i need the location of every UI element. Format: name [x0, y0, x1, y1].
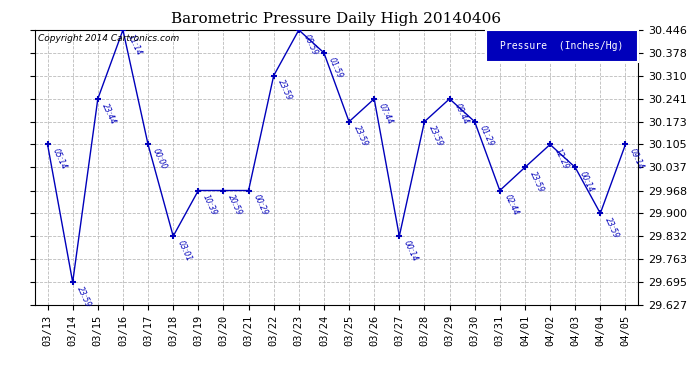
Text: 01:59: 01:59 — [327, 56, 344, 80]
Text: Pressure  (Inches/Hg): Pressure (Inches/Hg) — [500, 41, 624, 51]
Text: 00:00: 00:00 — [151, 147, 168, 171]
Text: Copyright 2014 Cartronics.com: Copyright 2014 Cartronics.com — [39, 34, 179, 43]
Text: 00:14: 00:14 — [578, 170, 595, 194]
Text: 23:59: 23:59 — [427, 124, 445, 148]
Title: Barometric Pressure Daily High 20140406: Barometric Pressure Daily High 20140406 — [171, 12, 502, 26]
Text: 23:59: 23:59 — [528, 170, 545, 194]
Text: 09:44: 09:44 — [453, 102, 470, 126]
Text: 11:14: 11:14 — [126, 33, 144, 57]
Text: 09:14: 09:14 — [628, 147, 646, 171]
Text: 20:59: 20:59 — [226, 193, 244, 217]
Text: 23:44: 23:44 — [101, 102, 118, 126]
Text: 02:44: 02:44 — [502, 193, 520, 217]
Text: 10:39: 10:39 — [201, 193, 219, 217]
Text: 08:59: 08:59 — [302, 33, 319, 57]
Text: 23:59: 23:59 — [277, 78, 294, 102]
Text: 12:29: 12:29 — [553, 147, 571, 171]
Text: 23:59: 23:59 — [75, 285, 93, 309]
Text: 23:59: 23:59 — [603, 216, 620, 240]
Text: 05:14: 05:14 — [50, 147, 68, 171]
Text: 03:01: 03:01 — [176, 239, 193, 263]
Text: 00:14: 00:14 — [402, 239, 420, 263]
Text: 00:29: 00:29 — [251, 193, 269, 217]
Text: 23:59: 23:59 — [352, 124, 369, 148]
Text: 07:44: 07:44 — [377, 102, 395, 126]
Text: 01:29: 01:29 — [477, 124, 495, 148]
